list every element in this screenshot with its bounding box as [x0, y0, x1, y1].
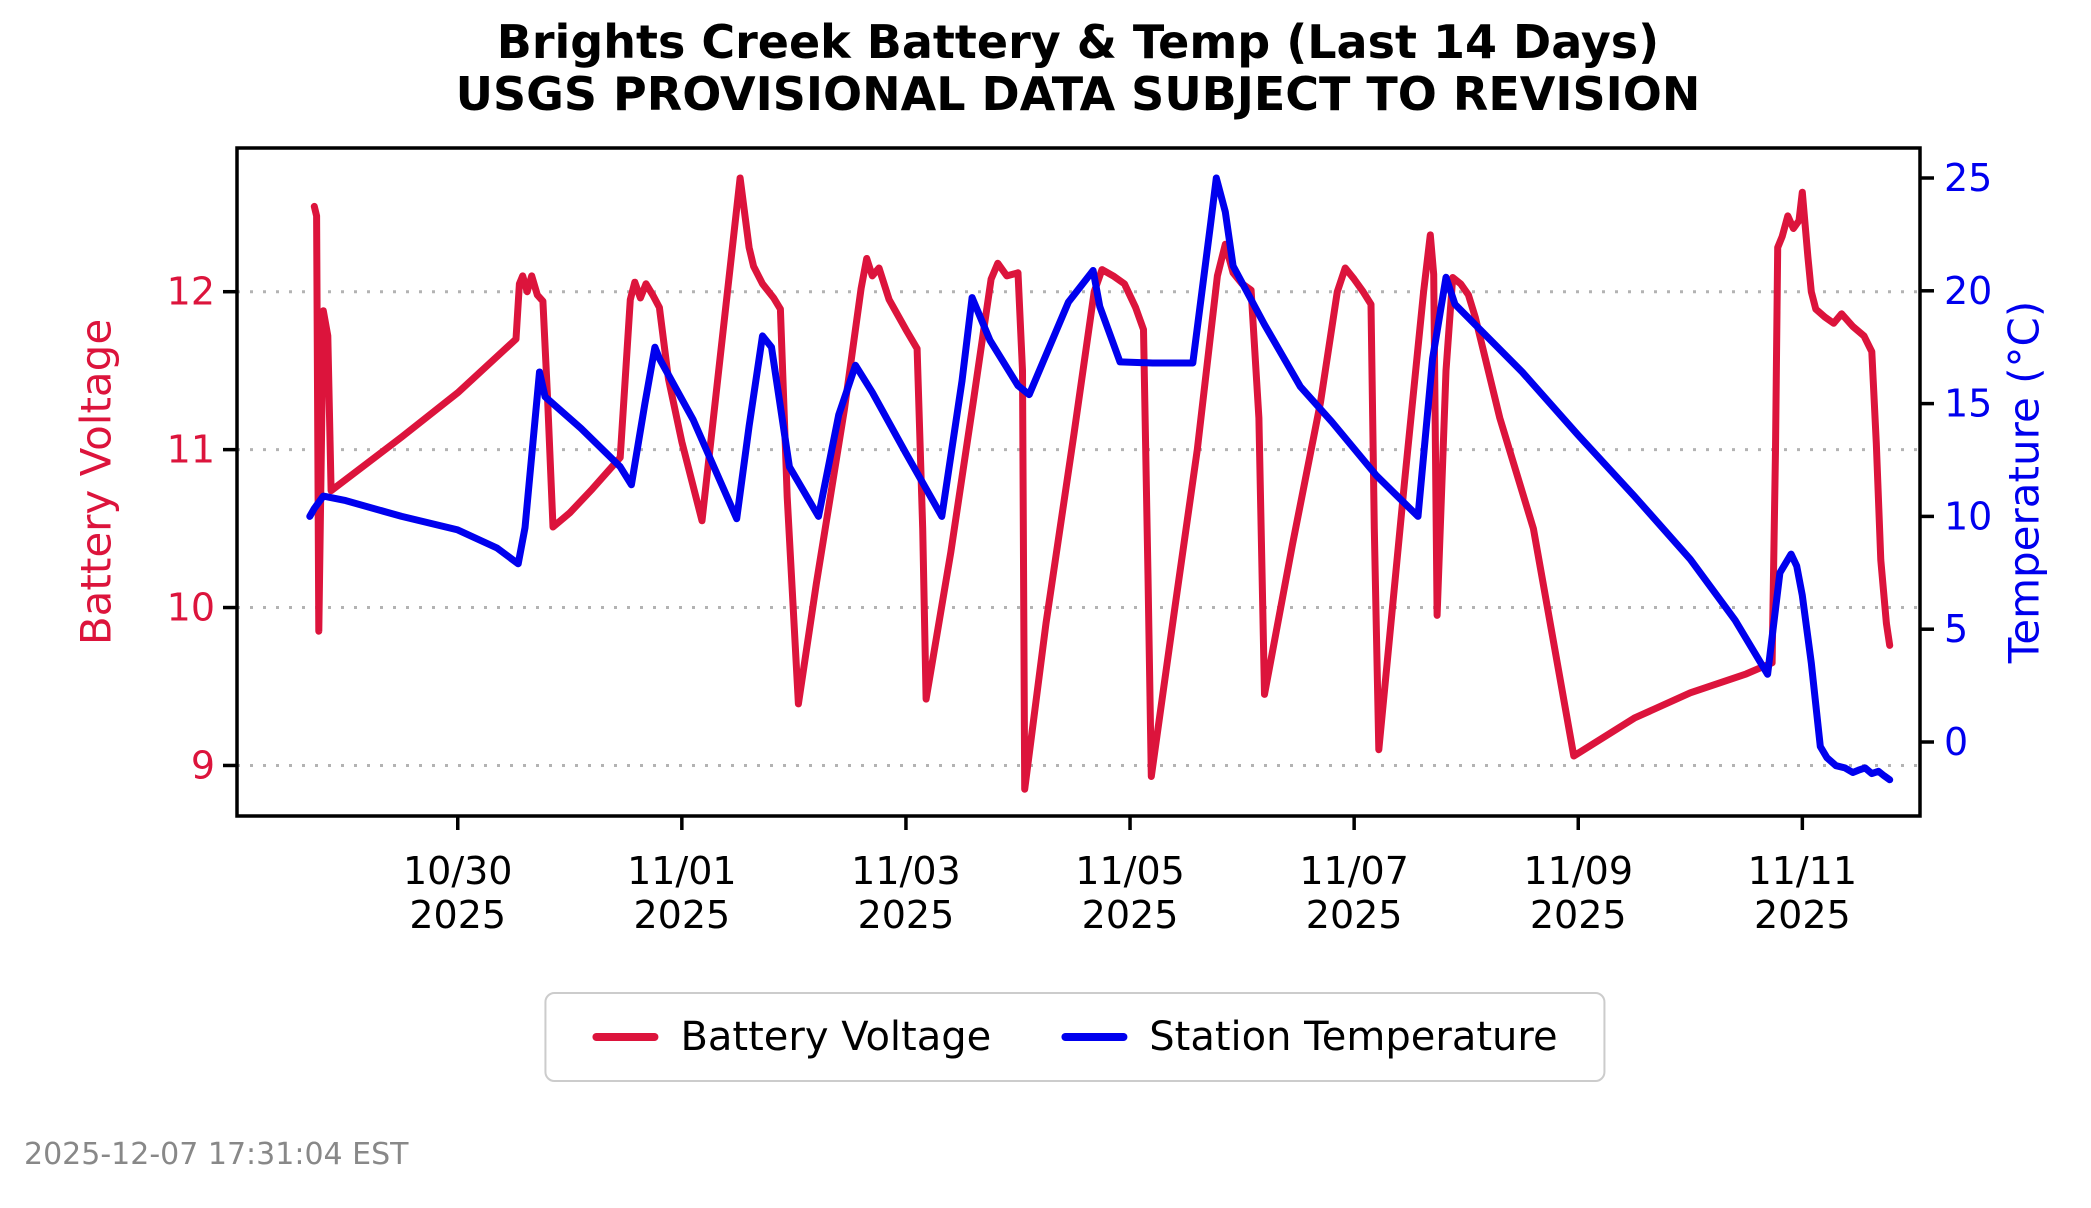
chart-title: Brights Creek Battery & Temp (Last 14 Da…	[456, 16, 1701, 121]
y-right-tick-label: 25	[1944, 156, 1992, 200]
chart-title-line2: USGS PROVISIONAL DATA SUBJECT TO REVISIO…	[455, 67, 1701, 122]
y-left-tick-label: 10	[167, 586, 215, 630]
legend-item-temperature: Station Temperature	[1061, 1014, 1558, 1060]
plot-frame	[235, 146, 1922, 818]
generated-timestamp: 2025-12-07 17:31:04 EST	[24, 1137, 409, 1172]
x-tick-label-year: 2025	[633, 893, 730, 937]
station-temperature-line	[306, 174, 1894, 784]
y-axis-label-voltage: Battery Voltage	[71, 318, 121, 646]
legend-item-battery: Battery Voltage	[592, 1014, 991, 1060]
x-tick-label-year: 2025	[1082, 893, 1179, 937]
x-tick-label-date: 11/05	[1075, 849, 1185, 893]
chart-title-line1: Brights Creek Battery & Temp (Last 14 Da…	[496, 15, 1660, 69]
y-right-tick-label: 20	[1944, 269, 1992, 313]
x-tick-label-date: 11/01	[627, 849, 737, 893]
y-right-tick-label: 0	[1944, 720, 1968, 764]
y-right-tick-label: 5	[1944, 607, 1968, 651]
x-tick-label-date: 11/03	[851, 849, 961, 893]
x-tick-label-date: 11/07	[1299, 849, 1409, 893]
y-left-tick-label: 11	[167, 428, 215, 472]
y-left-tick-label: 9	[191, 743, 215, 787]
temperature-line-swatch	[1061, 1033, 1128, 1041]
x-tick-label-year: 2025	[1306, 893, 1403, 937]
x-tick-label-date: 11/09	[1523, 849, 1633, 893]
x-tick-label-date: 10/30	[403, 849, 513, 893]
y-left-tick-label: 12	[167, 270, 215, 314]
x-tick-label-year: 2025	[1754, 893, 1851, 937]
y-axis-label-temperature: Temperature (°C)	[1999, 300, 2049, 664]
x-tick-label-year: 2025	[858, 893, 955, 937]
legend: Battery Voltage Station Temperature	[544, 992, 1606, 1082]
legend-label-battery: Battery Voltage	[680, 1014, 992, 1060]
x-tick-label-year: 2025	[409, 893, 506, 937]
x-tick-label-year: 2025	[1530, 893, 1627, 937]
legend-label-temperature: Station Temperature	[1149, 1014, 1558, 1060]
battery-line-swatch	[592, 1033, 659, 1041]
battery-voltage-line	[310, 174, 1894, 793]
x-tick-label-date: 11/11	[1748, 849, 1858, 893]
y-right-tick-label: 10	[1944, 494, 1992, 538]
y-right-tick-label: 15	[1944, 382, 1992, 426]
